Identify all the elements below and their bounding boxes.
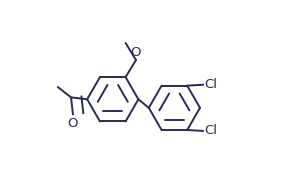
Text: Cl: Cl (204, 125, 217, 138)
Text: O: O (131, 46, 141, 59)
Text: Cl: Cl (204, 78, 217, 91)
Text: O: O (68, 117, 78, 130)
